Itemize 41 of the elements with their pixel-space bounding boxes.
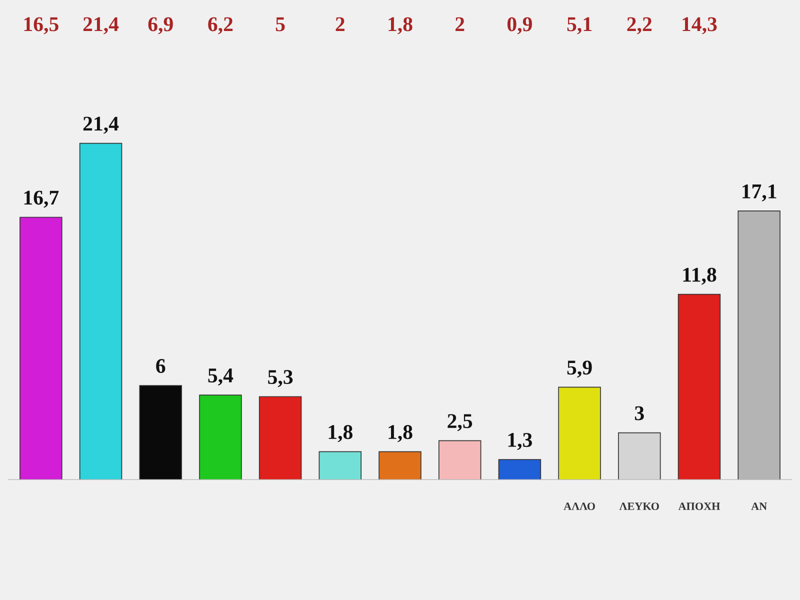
data-label: 1,3 [508,432,532,450]
bar [438,440,482,480]
text: 1,8 [388,17,412,34]
data-label: 6 [156,359,166,374]
bar [558,386,601,480]
data-label: 5,9 [567,360,592,378]
data-label: 1,8 [328,425,352,442]
text: 2,2 [627,17,652,34]
data-label: 11,8 [683,268,716,285]
data-label: 16,7 [24,190,59,208]
text: 0,9 [507,17,532,34]
text: 5,1 [567,17,592,34]
x-tick-label: ΑΝ [751,502,767,510]
x-tick-label: ΛΕΥΚΟ [619,502,659,510]
data-label: 2,5 [448,414,472,432]
text: 6,9 [148,17,173,34]
text: 16,5 [24,17,58,34]
bar [20,216,62,480]
text: 5 [276,17,285,32]
text: 6,2 [208,17,233,34]
data-label: 17,1 [742,184,776,202]
bar [258,396,302,480]
data-label: 21,4 [83,116,119,134]
bar [139,385,182,480]
data-label: 3 [634,406,644,420]
bar [618,432,661,480]
data-label: 5,4 [208,368,234,386]
text: 2 [336,17,344,32]
data-label: 1,8 [388,425,412,442]
data-label: 5,3 [268,370,293,388]
x-tick-label: ΑΠΟΧΗ [678,502,720,510]
bar [199,394,242,480]
bar [498,459,542,480]
text: 21,4 [83,17,119,34]
text: 2 [456,17,464,32]
text: 14,3 [682,17,717,34]
bar [318,451,362,480]
bar [79,142,122,480]
bar [378,451,422,480]
bar [678,294,721,480]
x-tick-label: ΑΛΛΟ [564,502,595,510]
